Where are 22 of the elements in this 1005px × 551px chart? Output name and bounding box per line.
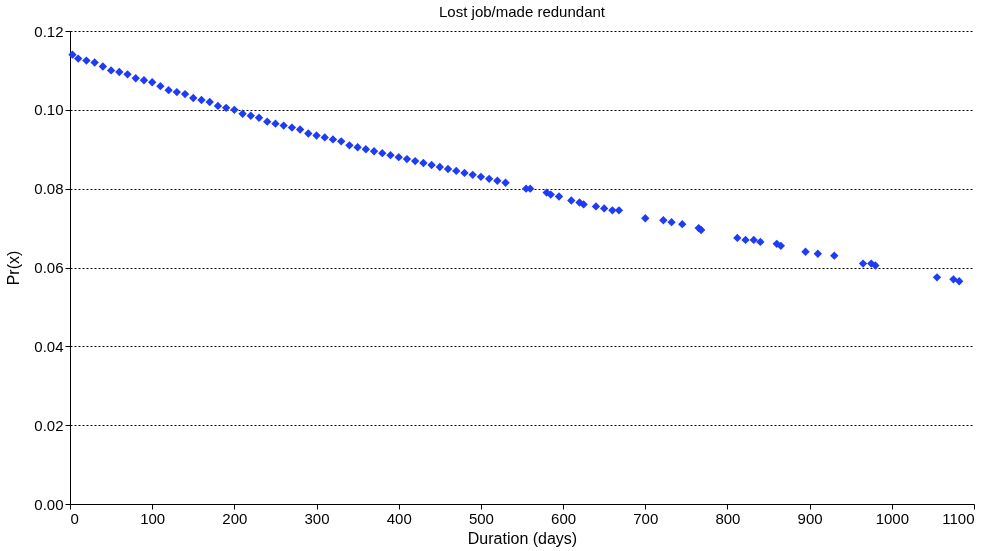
x-tick-label: 900 [797, 509, 823, 527]
x-tick-label: 500 [468, 509, 494, 527]
y-tick-label: 0.06 [34, 259, 64, 276]
y-tick-label: 0.12 [34, 22, 64, 40]
y-tick-label: 0.02 [34, 416, 64, 434]
x-tick-label: 700 [633, 509, 659, 527]
x-tick-label: 0 [70, 509, 79, 527]
y-tick-label: 0.04 [34, 337, 64, 355]
x-tick-label: 300 [304, 509, 330, 527]
x-tick-label: 100 [140, 509, 166, 527]
x-tick-label: 800 [715, 509, 741, 527]
x-tick-label: 600 [551, 509, 577, 527]
x-tick-label: 400 [386, 509, 412, 527]
y-tick-label: 0.08 [34, 180, 64, 198]
x-tick-label: 1000 [875, 509, 910, 527]
y-tick-label: 0.00 [34, 495, 64, 513]
y-axis-title: Pr(x) [5, 250, 23, 286]
x-axis-title: Duration (days) [467, 529, 578, 547]
x-tick-label: 1100 [942, 509, 975, 527]
y-tick-label: 0.10 [34, 101, 64, 119]
chart-title: Lost job/made redundant [439, 3, 606, 20]
x-tick-label: 200 [222, 509, 248, 527]
